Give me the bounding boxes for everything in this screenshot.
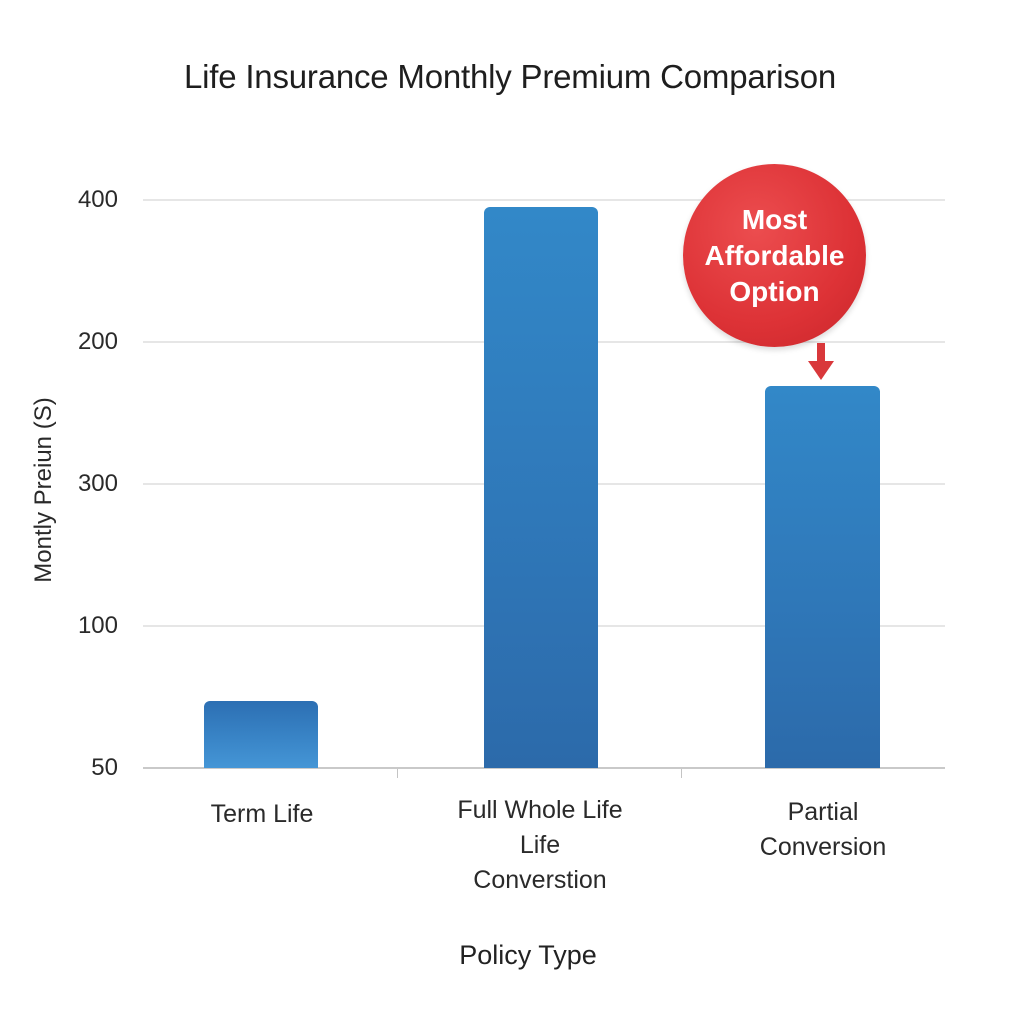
bar-term-life[interactable] [204, 701, 318, 768]
y-tick-label: 200 [77, 328, 118, 355]
x-tick-label-term-life: Term Life [160, 797, 364, 832]
x-tick-mark [681, 769, 682, 778]
label-line: Conversion [759, 833, 887, 861]
y-tick-label: 50 [91, 754, 118, 781]
y-tick-label: 400 [77, 186, 118, 213]
badge-line: Most [741, 203, 808, 235]
x-axis-label: Policy Type [459, 940, 597, 970]
y-tick-label: 100 [77, 612, 118, 639]
label-line: Term Life [210, 800, 314, 828]
x-axis-line [143, 767, 945, 769]
x-tick-mark [397, 769, 398, 778]
y-tick-label: 300 [77, 470, 118, 497]
label-line: Partial [787, 798, 859, 826]
x-tick-label-partial-conversion: Partial Conversion [713, 795, 933, 865]
label-line: Converstion [473, 866, 607, 894]
most-affordable-badge: Most Affordable Option [683, 164, 866, 347]
gridline [143, 199, 945, 201]
down-arrow-icon [808, 343, 834, 380]
chart-title: Life Insurance Monthly Premium Compariso… [183, 58, 837, 95]
x-tick-label-full-whole-life: Full Whole Life Life Converstion [420, 793, 660, 898]
bar-full-whole-life[interactable] [484, 207, 598, 768]
badge-line: Option [729, 275, 820, 307]
badge-line: Affordable [704, 239, 845, 271]
label-line: Full Whole Life [457, 796, 623, 824]
label-line: Life [519, 831, 561, 859]
bar-partial-conversion[interactable] [765, 386, 880, 768]
